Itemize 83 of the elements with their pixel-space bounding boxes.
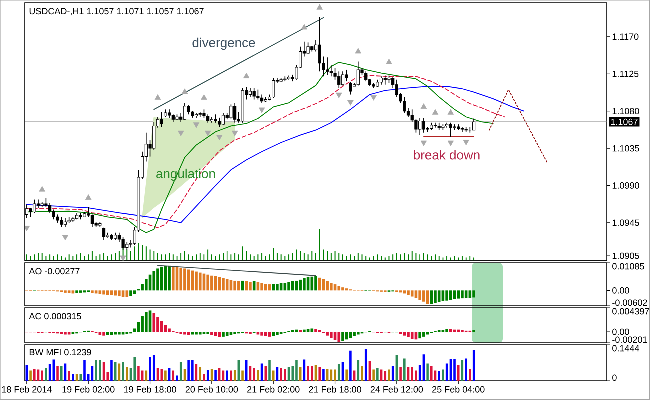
x-tick-label: 18 Feb 2014 — [2, 386, 52, 393]
x-tick-label: 21 Feb 18:00 — [309, 386, 362, 393]
x-tick-label: 19 Feb 18:00 — [124, 386, 176, 393]
bar — [268, 332, 272, 337]
bar — [450, 329, 452, 332]
bar — [191, 332, 194, 335]
bar — [314, 329, 318, 332]
candlestick — [52, 209, 56, 220]
bar — [98, 332, 102, 336]
y-tick-label: 1.0945 — [612, 220, 640, 226]
bar — [187, 332, 190, 336]
bar — [272, 332, 276, 336]
bar — [110, 332, 114, 336]
bar — [198, 332, 202, 335]
bar — [446, 329, 448, 332]
candlestick — [64, 218, 68, 228]
bar — [218, 332, 222, 338]
chart-title: AO -0.00277 — [29, 268, 80, 275]
bar — [114, 332, 117, 335]
bar — [214, 332, 218, 336]
bar — [148, 310, 152, 332]
bar — [256, 332, 260, 335]
bar — [226, 332, 229, 336]
bar — [168, 328, 171, 332]
bar — [303, 330, 306, 332]
bar — [260, 332, 264, 336]
bar — [426, 332, 430, 335]
bar — [418, 332, 422, 339]
bar — [338, 332, 341, 342]
candlestick — [48, 202, 52, 214]
y-tick-label: 0 — [612, 374, 617, 382]
point — [62, 235, 69, 241]
bar — [353, 332, 356, 336]
bar — [184, 332, 186, 335]
x-tick-label: 24 Feb 12:00 — [370, 386, 424, 393]
y-tick-label: 0.00 — [612, 328, 630, 336]
bar — [276, 332, 279, 336]
bar — [160, 321, 164, 332]
bar — [122, 332, 125, 335]
chart-title: BW MFI 0.1239 — [30, 349, 92, 356]
chart-title: AC 0.000315 — [29, 313, 82, 320]
y-tick-label: 0.1444 — [612, 345, 640, 352]
bar — [407, 332, 410, 338]
candlestick — [60, 216, 64, 228]
bar — [64, 332, 67, 335]
bar — [156, 317, 160, 332]
point — [85, 194, 92, 200]
bar — [210, 332, 214, 336]
bar — [326, 332, 329, 336]
bar — [264, 332, 268, 336]
bar — [102, 332, 106, 336]
bar — [310, 328, 314, 332]
bar — [330, 332, 333, 338]
bar — [403, 332, 406, 336]
bar — [457, 330, 460, 332]
candlestick — [90, 214, 94, 228]
candlestick — [29, 208, 32, 218]
y-tick-label: 0.00 — [612, 287, 630, 294]
y-tick-label: 0.01085 — [612, 263, 644, 270]
bar — [106, 332, 110, 336]
x-tick-label: 25 Feb 04:00 — [432, 386, 485, 393]
bar — [195, 332, 198, 335]
bar — [222, 332, 225, 337]
y-tick-label: -0.00201 — [612, 336, 648, 344]
bar — [141, 316, 144, 332]
bar — [342, 332, 344, 342]
y-tick-label: -0.00602 — [612, 300, 648, 306]
x-tick-label: 21 Feb 02:00 — [248, 386, 300, 393]
bar — [118, 332, 121, 335]
candlestick — [33, 199, 36, 214]
y-tick-label: 0.004397 — [612, 308, 650, 315]
x-tick-label: 19 Feb 02:00 — [62, 386, 115, 393]
bar — [349, 332, 352, 338]
candlestick — [102, 228, 106, 241]
bar — [68, 332, 71, 335]
bar — [410, 332, 414, 340]
bar — [357, 332, 360, 335]
x-tick-label: 20 Feb 10:00 — [186, 386, 238, 393]
bar — [230, 332, 233, 336]
y-tick-label: 1.0905 — [612, 252, 640, 260]
bar — [145, 312, 148, 332]
bar — [422, 332, 426, 337]
bar — [152, 313, 156, 332]
